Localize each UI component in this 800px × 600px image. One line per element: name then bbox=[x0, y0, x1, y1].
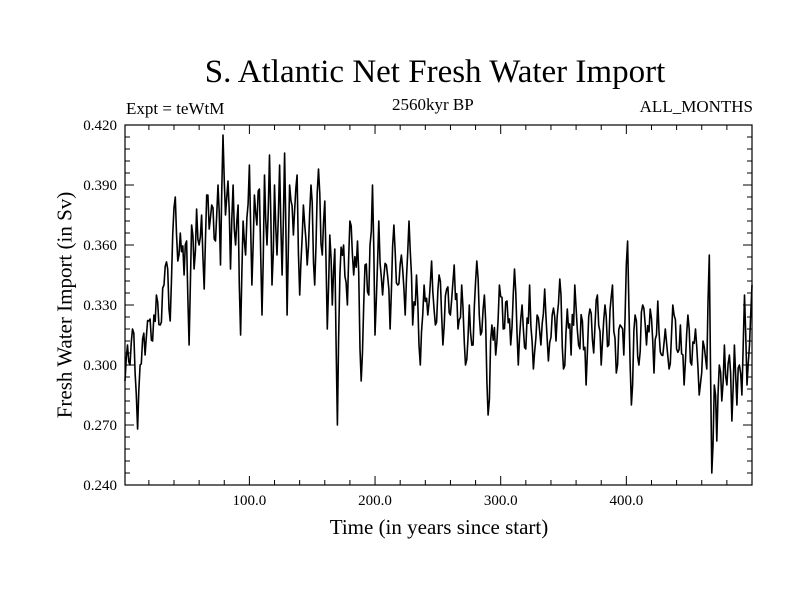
x-tick-label: 400.0 bbox=[609, 493, 643, 509]
experiment-label: Expt = teWtM bbox=[126, 99, 225, 118]
y-tick-label: 0.390 bbox=[83, 178, 117, 194]
tick-labels: 100.0 200.0 300.0 400.0 0.240 0.270 0.300 0.330… bbox=[83, 118, 643, 509]
chart-title: S. Atlantic Net Fresh Water Import bbox=[204, 54, 666, 90]
y-tick-label: 0.360 bbox=[83, 238, 117, 254]
plot-frame bbox=[124, 124, 753, 486]
y-tick-label: 0.420 bbox=[83, 118, 117, 134]
x-axis-label: Time (in years since start) bbox=[329, 515, 549, 539]
chart-subtitle: 2560kyr BP bbox=[392, 95, 474, 114]
y-tick-label: 0.270 bbox=[83, 418, 117, 434]
x-tick-label: 200.0 bbox=[358, 493, 392, 509]
period-label: ALL_MONTHS bbox=[639, 97, 753, 116]
y-tick-label: 0.240 bbox=[83, 478, 117, 494]
x-tick-label: 100.0 bbox=[233, 493, 267, 509]
y-tick-label: 0.330 bbox=[83, 298, 117, 314]
x-tick-label: 300.0 bbox=[484, 493, 518, 509]
y-tick-label: 0.300 bbox=[83, 358, 117, 374]
series-line-fresh-water-import bbox=[124, 134, 753, 474]
